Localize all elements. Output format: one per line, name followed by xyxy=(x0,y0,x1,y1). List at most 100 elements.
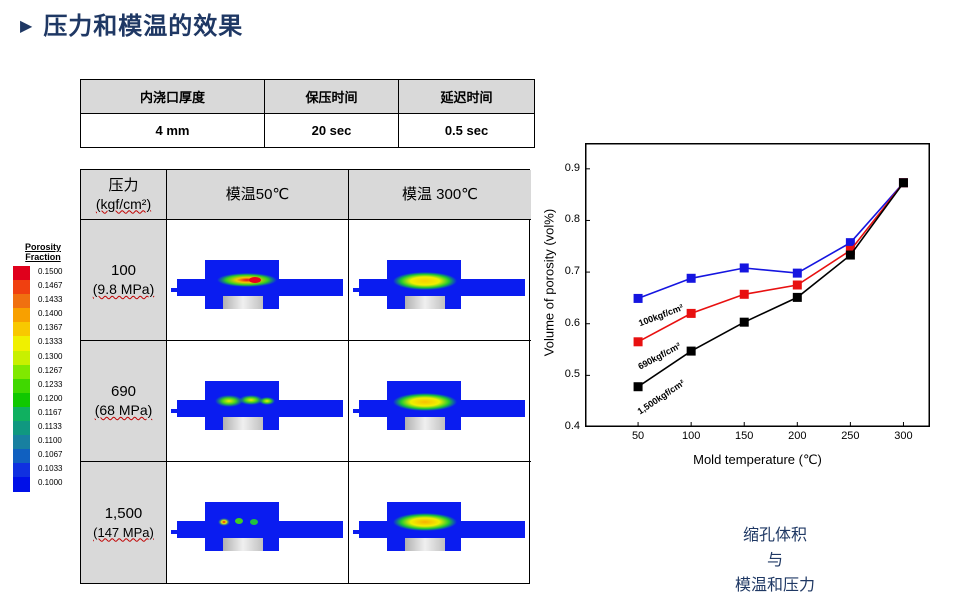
legend-row: 0.1367 xyxy=(12,322,74,337)
legend-swatch xyxy=(13,463,30,478)
data-point-marker xyxy=(898,178,908,188)
legend-row: 0.1333 xyxy=(12,336,74,351)
pressure-header-label: 压力 xyxy=(108,176,139,194)
legend-scale: 0.1500 0.1467 0.1433 0.1400 0.1367 0.1333 0.13… xyxy=(12,266,74,492)
part-cross-section-image xyxy=(353,260,525,309)
legend-value: 0.1500 xyxy=(38,267,63,276)
part-cross-section-image xyxy=(171,381,343,430)
part-cross-section-image xyxy=(171,260,343,309)
series-label: 690kgf/cm² xyxy=(636,341,682,372)
legend-row: 0.1267 xyxy=(12,364,74,379)
legend-row: 0.1233 xyxy=(12,378,74,393)
legend-swatch xyxy=(13,364,30,379)
legend-row: 0.1033 xyxy=(12,463,74,478)
legend-row: 0.1500 xyxy=(12,266,74,281)
series-line xyxy=(637,182,905,388)
y-tick-label: 0.6 xyxy=(564,316,580,329)
legend-value: 0.1200 xyxy=(38,393,63,403)
y-tick-label: 0.5 xyxy=(564,368,580,381)
data-point-marker xyxy=(792,268,802,278)
legend-row: 0.1200 xyxy=(12,392,74,407)
legend-value: 0.1100 xyxy=(38,436,62,446)
legend-title-line2: Fraction xyxy=(25,252,61,262)
data-point-marker xyxy=(739,289,749,299)
slide-title-text: 压力和模温的效果 xyxy=(43,11,244,40)
y-tick-label: 0.4 xyxy=(564,420,580,432)
x-tick-label: 200 xyxy=(788,430,807,442)
legend-swatch xyxy=(13,421,30,436)
x-tick-label: 250 xyxy=(841,430,860,442)
data-point-marker xyxy=(739,263,749,273)
param-header-gate-thickness: 内浇口厚度 xyxy=(80,79,265,114)
data-point-marker xyxy=(792,292,802,302)
param-header-delay-time: 延迟时间 xyxy=(398,79,535,114)
sim-image-100-300c xyxy=(349,220,531,341)
chart-frame xyxy=(585,143,930,427)
legend-value: 0.1133 xyxy=(38,422,62,432)
legend-value: 0.1033 xyxy=(38,464,63,474)
col-header-mold-300: 模温 300℃ xyxy=(349,170,531,220)
parameters-table: 内浇口厚度 保压时间 延迟时间 4 mm 20 sec 0.5 sec xyxy=(80,79,535,148)
data-point-marker xyxy=(633,293,643,303)
legend-row: 0.1167 xyxy=(12,406,74,422)
simulation-table: 压力 (kgf/cm²) 模温50℃ 模温 300℃ 100 (9.8 MPa)… xyxy=(80,169,531,584)
legend-value: 0.1367 xyxy=(38,323,63,333)
data-point-marker xyxy=(845,250,855,260)
part-cross-section-image xyxy=(353,502,525,551)
data-point-marker xyxy=(739,317,749,327)
col-header-mold-50-text: 模温50℃ xyxy=(225,186,290,203)
legend-swatch xyxy=(13,435,30,450)
sim-image-1500-50c xyxy=(167,462,349,583)
y-tick-labels: 0.4 0.5 0.6 0.7 0.8 0.9 xyxy=(550,0,582,608)
legend-title-line1: Porosity xyxy=(24,242,61,252)
x-tick-label: 50 xyxy=(631,430,645,442)
legend-swatch xyxy=(13,336,30,351)
data-point-marker xyxy=(633,382,643,392)
legend-value: 0.1467 xyxy=(38,281,63,291)
row-pressure-mpa: (147 MPa) xyxy=(93,524,154,540)
y-tick-label: 0.9 xyxy=(564,161,580,174)
series-line xyxy=(637,182,905,343)
pressure-header-unit: (kgf/cm²) xyxy=(95,195,152,212)
legend-row: 0.1467 xyxy=(12,280,74,295)
sim-image-1500-300c xyxy=(349,462,531,583)
x-tick-labels: 50 100 150 200 250 300 xyxy=(585,427,930,445)
row-pressure-mpa: (68 MPa) xyxy=(94,402,153,418)
legend-row: 0.1133 xyxy=(12,421,74,436)
porosity-legend: Porosity Fraction 0.1500 0.1467 0.1433 0.14… xyxy=(12,242,74,492)
series-label: 100kgf/cm² xyxy=(637,302,685,328)
col-header-mold-50: 模温50℃ xyxy=(167,170,349,220)
param-value-hold-time: 20 sec xyxy=(264,113,399,148)
chart-x-label: Mold temperature (℃) xyxy=(693,452,822,467)
caption-line-1: 缩孔体积 xyxy=(742,525,807,544)
row-label-1500: 1,500 (147 MPa) xyxy=(81,462,167,583)
y-tick-label: 0.8 xyxy=(564,213,580,226)
legend-value: 0.1267 xyxy=(38,365,63,375)
legend-row: 0.1300 xyxy=(12,350,74,365)
col-header-mold-300-text: 模温 300℃ xyxy=(401,186,479,203)
legend-row: 0.1067 xyxy=(12,449,74,464)
legend-swatch xyxy=(13,378,30,393)
legend-row: 0.1433 xyxy=(12,294,74,309)
legend-value: 0.1000 xyxy=(38,478,63,488)
x-tick-label: 100 xyxy=(681,430,701,442)
data-point-marker xyxy=(686,346,696,356)
part-cross-section-image xyxy=(353,381,525,430)
legend-swatch xyxy=(13,308,30,323)
legend-swatch xyxy=(13,406,30,422)
legend-value: 0.1167 xyxy=(38,407,62,417)
data-point-marker xyxy=(792,280,802,290)
legend-swatch xyxy=(13,477,30,492)
legend-value: 0.1233 xyxy=(38,379,63,389)
param-header-hold-time: 保压时间 xyxy=(264,79,399,114)
y-tick-label: 0.7 xyxy=(564,265,580,278)
caption-line-2: 与 xyxy=(766,550,783,569)
caption-line-3: 模温和压力 xyxy=(734,575,815,594)
legend-value: 0.1300 xyxy=(38,351,63,361)
legend-value: 0.1400 xyxy=(38,309,63,319)
pressure-header: 压力 (kgf/cm²) xyxy=(81,170,167,220)
row-pressure-value: 690 xyxy=(110,383,137,400)
legend-value: 0.1433 xyxy=(38,295,63,305)
data-point-marker xyxy=(633,337,643,347)
